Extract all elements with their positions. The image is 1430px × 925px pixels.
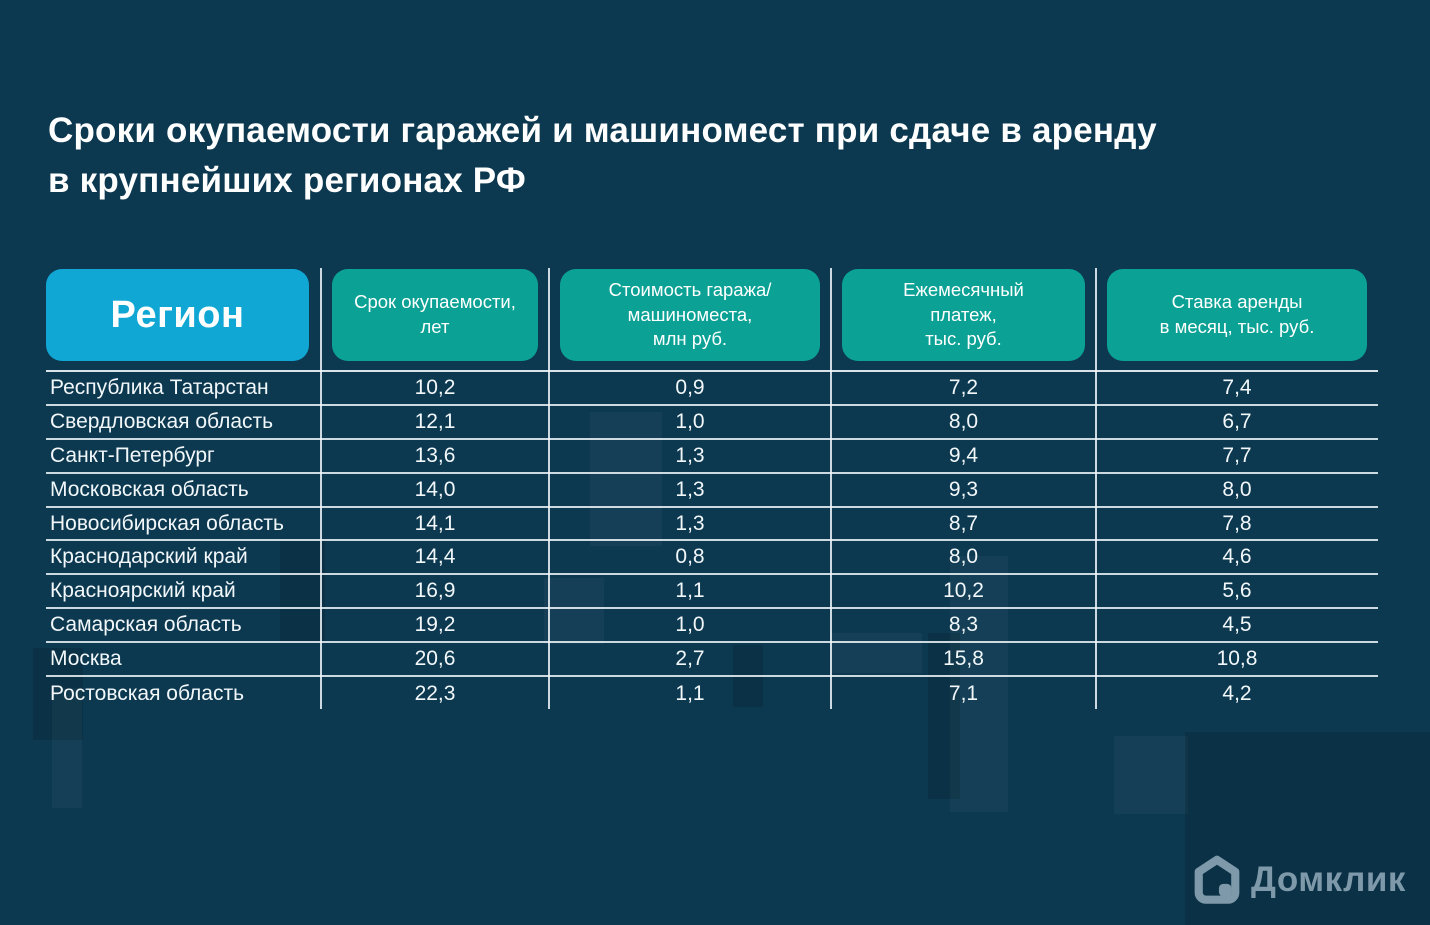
table-header-row: Регион Срок окупаемости, лет Стоимость г…	[46, 268, 1378, 370]
table-row: Красноярский край 16,9 1,1 10,2 5,6	[46, 575, 1378, 610]
cost-cell: 0,8	[675, 545, 705, 569]
skyline-block	[1114, 736, 1188, 814]
cost-cell: 1,0	[675, 409, 705, 433]
rent-cell: 7,4	[1222, 375, 1252, 399]
domclick-logo-text: Домклик	[1251, 860, 1406, 899]
table-row: Московская область 14,0 1,3 9,3 8,0	[46, 474, 1378, 508]
rent-cell: 10,8	[1216, 647, 1258, 671]
region-cell: Москва	[50, 647, 122, 671]
rent-cell: 7,7	[1222, 443, 1252, 467]
payment-cell: 8,7	[948, 511, 979, 535]
table-body: Республика Татарстан 10,2 0,9 7,2 7,4 Св…	[46, 370, 1378, 711]
region-cell: Санкт-Петербург	[50, 443, 215, 467]
payback-cell: 20,6	[414, 647, 456, 671]
payment-cell: 8,0	[948, 409, 979, 433]
header-cell-region: Регион	[46, 268, 321, 370]
table-row: Санкт-Петербург 13,6 1,3 9,4 7,7	[46, 440, 1378, 474]
payback-cell: 22,3	[414, 681, 456, 705]
payment-cell: 8,3	[948, 613, 979, 637]
rent-cell: 7,8	[1222, 511, 1252, 535]
payback-cell: 19,2	[414, 613, 456, 637]
payback-cell: 16,9	[414, 579, 456, 603]
table-row: Свердловская область 12,1 1,0 8,0 6,7	[46, 406, 1378, 440]
cost-cell: 1,1	[675, 681, 705, 705]
table-row: Новосибирская область 14,1 1,3 8,7 7,8	[46, 508, 1378, 542]
payment-cell: 8,0	[948, 545, 979, 569]
rent-cell: 4,5	[1222, 613, 1252, 637]
payment-cell: 9,3	[948, 477, 979, 501]
payback-cell: 14,0	[414, 477, 456, 501]
table-row: Ростовская область 22,3 1,1 7,1 4,2	[46, 677, 1378, 711]
rent-header-pill: Ставка аренды в месяц, тыс. руб.	[1107, 269, 1367, 361]
payback-cell: 14,4	[414, 545, 456, 569]
rent-cell: 5,6	[1222, 579, 1252, 603]
cost-header-pill: Стоимость гаража/ машиноместа, млн руб.	[560, 269, 820, 361]
cost-cell: 1,0	[675, 613, 705, 637]
payment-cell: 15,8	[943, 647, 984, 671]
cost-cell: 0,9	[675, 375, 705, 399]
table-row: Москва 20,6 2,7 15,8 10,8	[46, 643, 1378, 678]
region-cell: Республика Татарстан	[50, 375, 269, 399]
table-row: Краснодарский край 14,4 0,8 8,0 4,6	[46, 541, 1378, 576]
region-cell: Свердловская область	[50, 409, 274, 433]
rent-cell: 4,6	[1222, 545, 1252, 569]
payback-cell: 14,1	[414, 511, 456, 535]
payment-cell: 9,4	[948, 443, 979, 467]
rent-cell: 8,0	[1222, 477, 1252, 501]
domclick-logo: Домклик	[1192, 852, 1406, 908]
cost-cell: 1,3	[675, 477, 705, 501]
payback-header-pill: Срок окупаемости, лет	[332, 269, 538, 361]
table-row: Самарская область 19,2 1,0 8,3 4,5	[46, 609, 1378, 644]
region-cell: Красноярский край	[50, 579, 236, 603]
payback-cell: 13,6	[414, 443, 456, 467]
data-table: Регион Срок окупаемости, лет Стоимость г…	[46, 268, 1378, 711]
region-header-pill: Регион	[46, 269, 309, 361]
payment-header-pill: Ежемесячный платеж, тыс. руб.	[842, 269, 1085, 361]
rent-cell: 6,7	[1222, 409, 1252, 433]
payback-cell: 12,1	[414, 409, 456, 433]
payback-cell: 10,2	[414, 375, 456, 399]
domclick-house-icon	[1192, 854, 1242, 906]
page-title: Сроки окупаемости гаражей и машиномест п…	[48, 111, 1157, 200]
region-cell: Ростовская область	[50, 681, 245, 705]
payment-cell: 7,2	[948, 375, 979, 399]
rent-cell: 4,2	[1222, 681, 1252, 705]
header-cell-rent: Ставка аренды в месяц, тыс. руб.	[1096, 268, 1378, 370]
cost-cell: 1,1	[675, 579, 705, 603]
payment-cell: 10,2	[943, 579, 984, 603]
cost-cell: 1,3	[675, 443, 705, 467]
header-cell-cost: Стоимость гаража/ машиноместа, млн руб.	[549, 268, 831, 370]
payment-cell: 7,1	[948, 681, 979, 705]
region-cell: Московская область	[50, 477, 249, 501]
region-cell: Краснодарский край	[50, 545, 248, 569]
header-cell-payment: Ежемесячный платеж, тыс. руб.	[831, 268, 1096, 370]
region-cell: Самарская область	[50, 613, 242, 637]
cost-cell: 2,7	[675, 647, 705, 671]
region-cell: Новосибирская область	[50, 511, 284, 535]
table-row: Республика Татарстан 10,2 0,9 7,2 7,4	[46, 372, 1378, 406]
header-cell-payback: Срок окупаемости, лет	[321, 268, 549, 370]
cost-cell: 1,3	[675, 511, 705, 535]
